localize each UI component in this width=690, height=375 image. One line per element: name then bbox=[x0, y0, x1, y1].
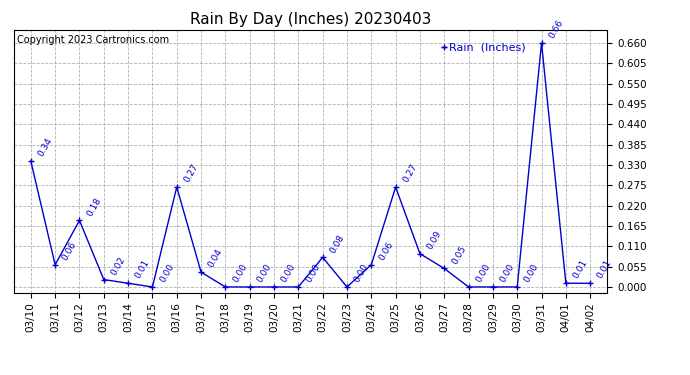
Text: 0.00: 0.00 bbox=[353, 262, 371, 284]
Rain  (Inches) bbox=[294, 285, 302, 289]
Text: 0.09: 0.09 bbox=[426, 229, 444, 251]
Line: Rain  (Inches): Rain (Inches) bbox=[28, 40, 593, 290]
Rain  (Inches) bbox=[440, 266, 449, 271]
Rain  (Inches) bbox=[246, 285, 254, 289]
Rain  (Inches) bbox=[586, 281, 594, 285]
Rain  (Inches) bbox=[416, 251, 424, 256]
Rain  (Inches) bbox=[27, 159, 35, 164]
Text: 0.00: 0.00 bbox=[231, 262, 249, 284]
Rain  (Inches) bbox=[51, 262, 59, 267]
Text: 0.27: 0.27 bbox=[401, 162, 419, 184]
Text: 0.34: 0.34 bbox=[37, 136, 55, 159]
Rain  (Inches) bbox=[99, 277, 108, 282]
Text: 0.06: 0.06 bbox=[61, 240, 79, 262]
Text: 0.00: 0.00 bbox=[304, 262, 322, 284]
Text: 0.04: 0.04 bbox=[206, 248, 224, 269]
Rain  (Inches) bbox=[513, 285, 522, 289]
Text: 0.08: 0.08 bbox=[328, 232, 346, 255]
Text: 0.00: 0.00 bbox=[523, 262, 541, 284]
Rain  (Inches) bbox=[538, 41, 546, 45]
Rain  (Inches) bbox=[148, 285, 157, 289]
Text: 0.01: 0.01 bbox=[595, 258, 613, 280]
Rain  (Inches) bbox=[197, 270, 205, 274]
Rain  (Inches) bbox=[75, 218, 83, 223]
Rain  (Inches) bbox=[319, 255, 327, 260]
Rain  (Inches) bbox=[270, 285, 278, 289]
Text: 0.00: 0.00 bbox=[498, 262, 516, 284]
Text: 0.00: 0.00 bbox=[279, 262, 297, 284]
Title: Rain By Day (Inches) 20230403: Rain By Day (Inches) 20230403 bbox=[190, 12, 431, 27]
Text: 0.01: 0.01 bbox=[134, 258, 152, 280]
Rain  (Inches) bbox=[391, 185, 400, 189]
Text: 0.05: 0.05 bbox=[450, 244, 468, 266]
Rain  (Inches) bbox=[367, 262, 375, 267]
Text: 0.02: 0.02 bbox=[109, 255, 127, 277]
Rain  (Inches) bbox=[343, 285, 351, 289]
Text: 0.66: 0.66 bbox=[547, 18, 565, 40]
Rain  (Inches) bbox=[172, 185, 181, 189]
Rain  (Inches) bbox=[464, 285, 473, 289]
Text: Copyright 2023 Cartronics.com: Copyright 2023 Cartronics.com bbox=[17, 35, 169, 45]
Rain  (Inches) bbox=[221, 285, 230, 289]
Text: 0.00: 0.00 bbox=[158, 262, 176, 284]
Text: 0.06: 0.06 bbox=[377, 240, 395, 262]
Text: 0.00: 0.00 bbox=[474, 262, 492, 284]
Rain  (Inches) bbox=[489, 285, 497, 289]
Legend: Rain  (Inches): Rain (Inches) bbox=[437, 38, 531, 57]
Text: 0.00: 0.00 bbox=[255, 262, 273, 284]
Text: 0.01: 0.01 bbox=[571, 258, 589, 280]
Rain  (Inches) bbox=[124, 281, 132, 285]
Text: 0.27: 0.27 bbox=[182, 162, 200, 184]
Text: 0.18: 0.18 bbox=[85, 196, 103, 217]
Rain  (Inches) bbox=[562, 281, 570, 285]
